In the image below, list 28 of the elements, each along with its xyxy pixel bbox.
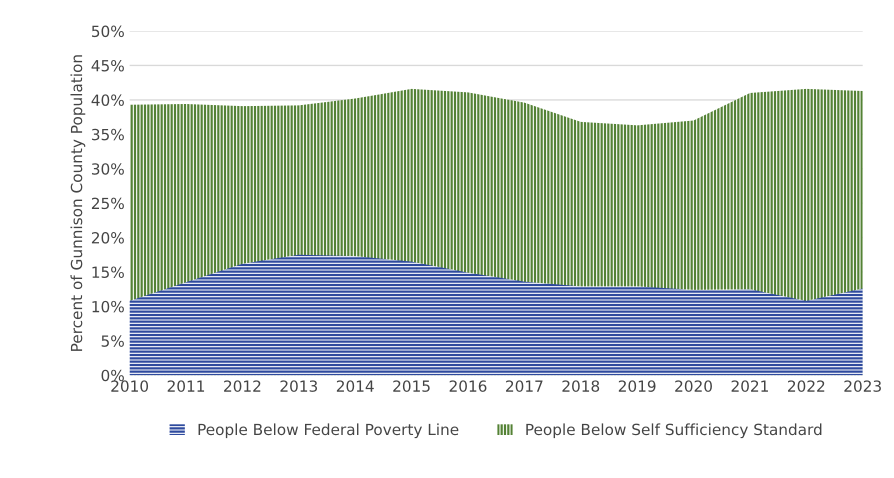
x-tick-label: 2019	[618, 380, 656, 392]
y-tick-label: 25%	[92, 198, 124, 210]
y-tick-label: 5%	[102, 335, 124, 347]
y-tick-label: 50%	[92, 26, 124, 38]
x-tick-label: 2014	[336, 380, 374, 392]
y-tick-label: 15%	[92, 266, 124, 278]
y-tick-label: 40%	[92, 94, 124, 106]
x-tick-label: 2018	[562, 380, 600, 392]
x-tick-label: 2013	[280, 380, 318, 392]
legend-label: People Below Self Sufficiency Standard	[526, 423, 822, 438]
x-tick-label: 2017	[506, 380, 542, 392]
x-tick-label: 2023	[844, 380, 881, 392]
y-tick-label: 35%	[92, 128, 124, 140]
y-tick-label: 0%	[102, 370, 124, 382]
x-tick-label: 2011	[168, 380, 204, 392]
x-tick-label: 2022	[788, 380, 824, 392]
x-tick-label: 2012	[224, 380, 260, 392]
x-tick-label: 2010	[111, 380, 148, 392]
y-tick-label: 10%	[92, 300, 124, 312]
y-tick-label: 20%	[92, 232, 124, 244]
y-tick-label: 45%	[92, 60, 124, 72]
y-axis-title: Percent of Gunnison County Population	[70, 55, 86, 351]
y-tick-label: 30%	[92, 163, 124, 175]
x-tick-label: 2015	[393, 380, 430, 392]
x-tick-label: 2021	[732, 380, 768, 392]
x-tick-label: 2020	[675, 380, 712, 392]
x-tick-label: 2016	[450, 380, 486, 392]
legend-label: People Below Federal Poverty Line	[198, 423, 458, 438]
